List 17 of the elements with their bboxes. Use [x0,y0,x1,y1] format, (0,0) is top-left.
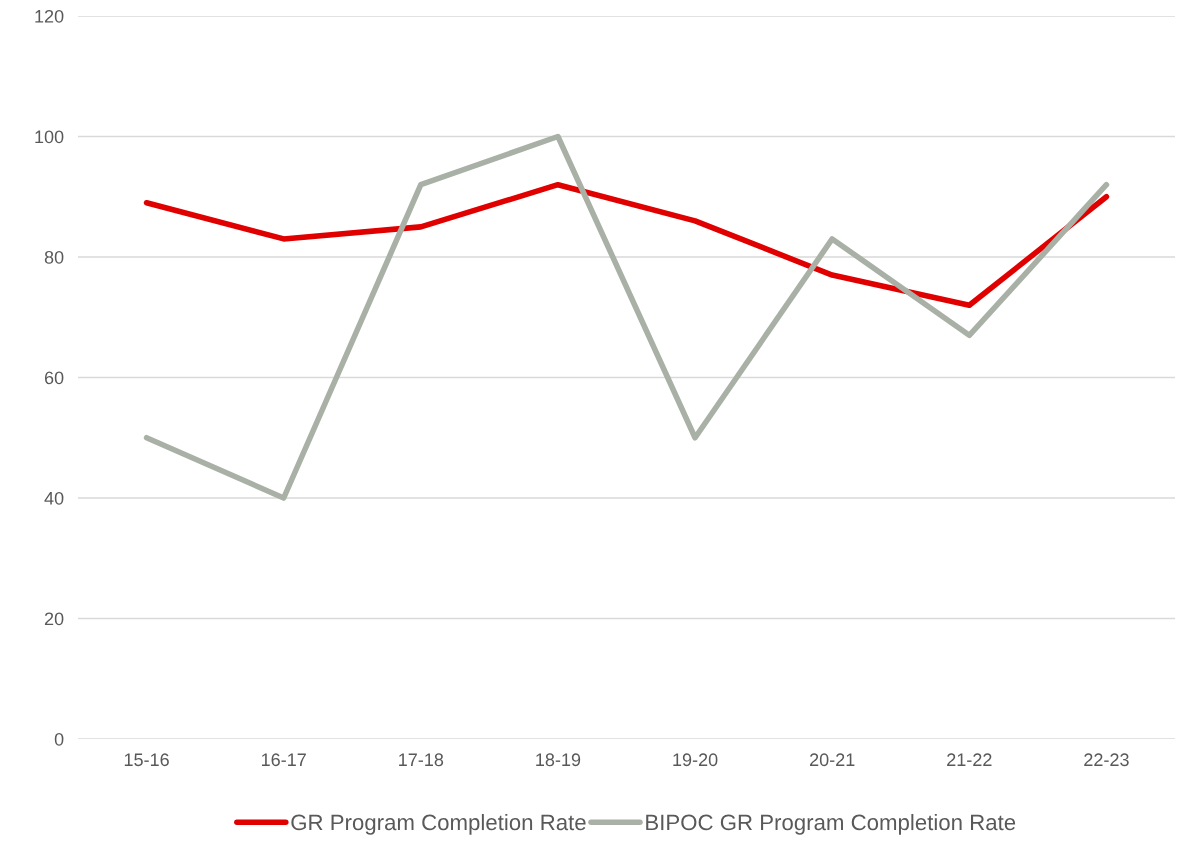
x-tick-label: 19-20 [673,753,718,767]
x-tick-label: 15-16 [124,753,169,767]
x-tick-label: 16-17 [261,753,306,767]
y-tick-label: 100 [35,130,64,144]
x-tick-label: 17-18 [399,753,444,767]
legend-label: GR Program Completion Rate [291,813,586,835]
y-tick-label: 40 [44,491,64,505]
y-tick-label: 120 [35,9,64,23]
x-tick-label: 18-19 [536,753,581,767]
y-tick-label: 20 [44,612,64,626]
x-tick-label: 20-21 [810,753,855,767]
x-tick-label: 21-22 [947,753,992,766]
y-tick-label: 60 [44,371,64,385]
legend-label: BIPOC GR Program Completion Rate [646,813,1016,835]
y-tick-label: 80 [44,250,64,264]
x-tick-label: 22-23 [1084,753,1129,767]
y-tick-label: 0 [54,732,64,746]
